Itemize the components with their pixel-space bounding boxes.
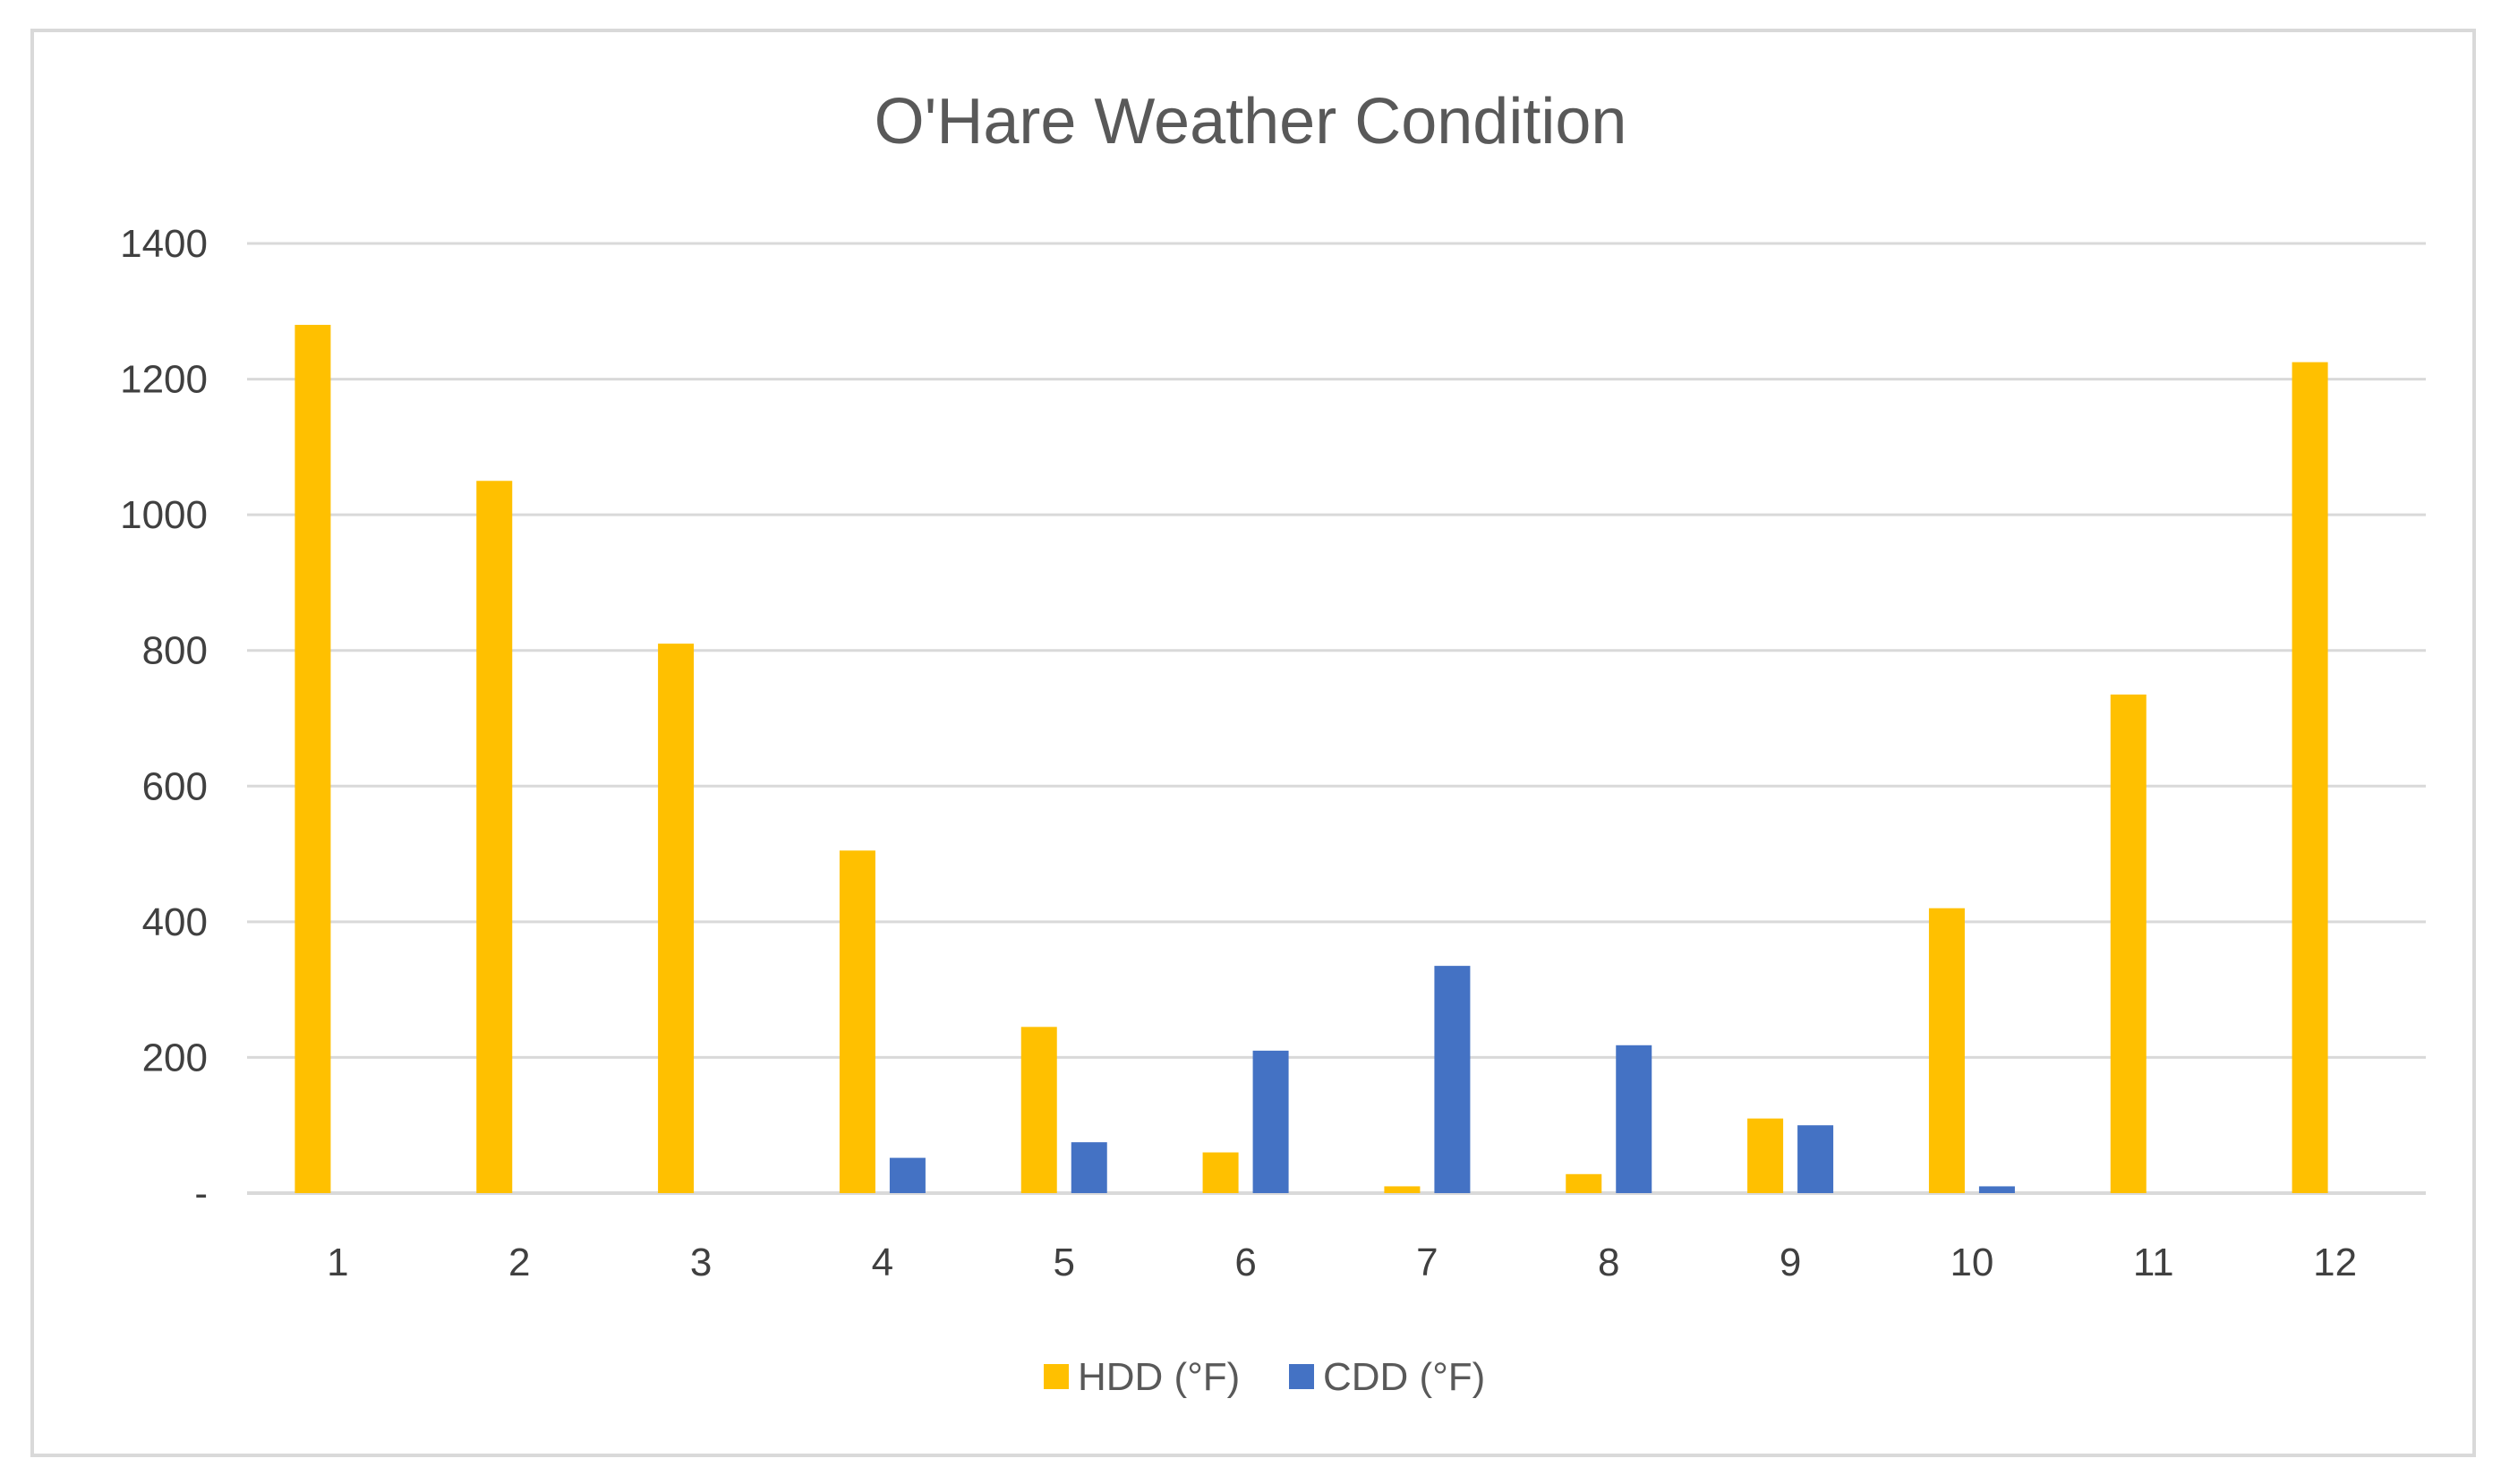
y-tick-label: 200 [142, 1036, 208, 1079]
x-tick-label: 7 [1416, 1241, 1438, 1284]
bar-hdd-3 [658, 644, 695, 1193]
x-tick-label: 9 [1780, 1241, 1801, 1284]
bar-hdd-1 [294, 324, 331, 1193]
y-tick-label: 400 [142, 900, 208, 944]
y-tick-label: 800 [142, 629, 208, 673]
y-tick-label: 1200 [120, 358, 208, 402]
bar-hdd-4 [839, 850, 875, 1193]
bars [294, 324, 2328, 1193]
bar-hdd-7 [1384, 1186, 1421, 1193]
gridlines [247, 242, 2426, 1195]
bar-hdd-8 [1566, 1173, 1602, 1193]
chart-frame [30, 29, 2476, 1457]
legend-swatch-cdd [1289, 1364, 1314, 1389]
bar-cdd-10 [1978, 1186, 2015, 1193]
x-tick-label: 2 [508, 1241, 530, 1284]
y-tick-label: - [194, 1172, 208, 1215]
y-tick-label: 1400 [120, 222, 208, 266]
legend: HDD (°F) CDD (°F) [1044, 1355, 1485, 1399]
x-tick-label: 4 [872, 1241, 893, 1284]
y-axis-labels: - 200 400 600 800 1000 1200 1400 [120, 222, 208, 1215]
bar-hdd-12 [2292, 362, 2328, 1193]
y-tick-label: 600 [142, 764, 208, 808]
chart-title: O'Hare Weather Condition [875, 86, 1627, 158]
x-tick-label: 12 [2313, 1241, 2357, 1284]
legend-label-hdd: HDD (°F) [1078, 1355, 1240, 1399]
x-tick-label: 5 [1054, 1241, 1075, 1284]
x-tick-label: 10 [1950, 1241, 1993, 1284]
x-tick-label: 8 [1598, 1241, 1619, 1284]
y-tick-label: 1000 [120, 493, 208, 537]
x-tick-label: 11 [2133, 1241, 2174, 1284]
bar-cdd-7 [1434, 966, 1471, 1193]
bar-cdd-9 [1797, 1125, 1834, 1193]
bar-hdd-5 [1020, 1027, 1057, 1193]
x-tick-label: 6 [1234, 1241, 1256, 1284]
bar-cdd-6 [1252, 1050, 1289, 1193]
bar-cdd-5 [1071, 1142, 1107, 1193]
bar-hdd-11 [2110, 694, 2147, 1193]
x-axis-labels: 1 2 3 4 5 6 7 8 9 10 11 12 [327, 1241, 2357, 1284]
bar-cdd-8 [1616, 1045, 1652, 1193]
legend-swatch-hdd [1044, 1364, 1069, 1389]
legend-label-cdd: CDD (°F) [1323, 1355, 1485, 1399]
x-tick-label: 1 [327, 1241, 348, 1284]
bar-hdd-2 [476, 481, 513, 1193]
x-tick-label: 3 [690, 1241, 712, 1284]
bar-hdd-10 [1928, 908, 1965, 1193]
bar-cdd-4 [889, 1157, 926, 1193]
bar-hdd-6 [1202, 1152, 1239, 1193]
bar-hdd-9 [1747, 1118, 1784, 1193]
